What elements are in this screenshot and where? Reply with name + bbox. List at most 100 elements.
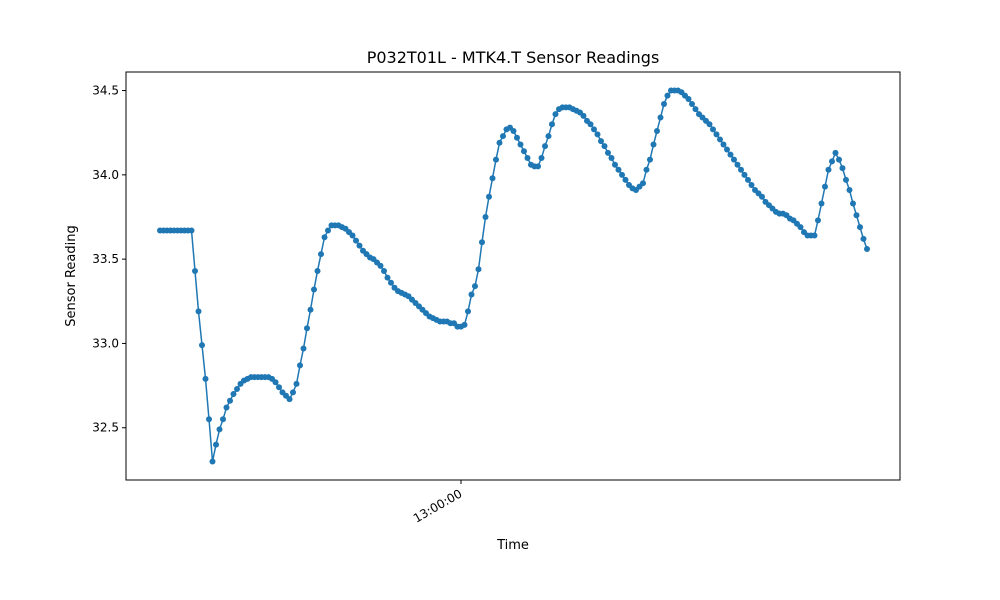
data-point [692, 106, 699, 113]
data-point [517, 141, 524, 148]
data-point [706, 121, 713, 128]
data-point [863, 246, 870, 253]
data-point [475, 266, 482, 273]
data-point [618, 171, 625, 178]
data-point [814, 217, 821, 224]
data-point [748, 181, 755, 188]
data-point [541, 143, 548, 150]
data-point [828, 158, 835, 165]
data-point [832, 149, 839, 156]
data-point [468, 291, 475, 298]
data-point [657, 114, 664, 121]
y-tick-label: 32.5 [92, 421, 119, 435]
data-point [587, 121, 594, 128]
data-point [545, 133, 552, 140]
data-point [730, 156, 737, 163]
data-point [478, 239, 485, 246]
data-point [349, 232, 356, 239]
data-point [601, 143, 608, 150]
data-point [650, 141, 657, 148]
y-tick-label: 34.0 [92, 168, 119, 182]
chart-title: P032T01L - MTK4.T Sensor Readings [367, 48, 660, 67]
data-point [318, 251, 325, 258]
data-point [688, 101, 695, 108]
data-point [293, 380, 300, 387]
data-point [615, 166, 622, 173]
data-point [216, 426, 223, 433]
data-point [356, 242, 363, 249]
data-point [485, 193, 492, 200]
y-tick-label: 33.0 [92, 336, 119, 350]
data-point [471, 283, 478, 290]
data-point [202, 375, 209, 382]
data-point [209, 458, 216, 465]
data-point [604, 149, 611, 156]
data-point [304, 325, 311, 332]
data-point [276, 384, 283, 391]
data-point [387, 279, 394, 286]
data-point [811, 232, 818, 239]
data-point [713, 131, 720, 138]
data-point [723, 146, 730, 153]
data-point [685, 95, 692, 102]
data-point [741, 171, 748, 178]
data-point [727, 151, 734, 158]
data-point [594, 131, 601, 138]
data-point [720, 141, 727, 148]
data-point [860, 235, 867, 242]
data-point [552, 111, 559, 118]
data-point [499, 133, 506, 140]
data-point [758, 193, 765, 200]
data-point [188, 227, 195, 234]
data-point [664, 92, 671, 99]
data-point [300, 345, 307, 352]
data-point [709, 126, 716, 133]
data-point [384, 274, 391, 281]
data-point [377, 262, 384, 269]
data-point [853, 212, 860, 219]
data-point [653, 128, 660, 135]
data-point [580, 112, 587, 119]
data-point [744, 176, 751, 183]
data-point [737, 166, 744, 173]
data-point [842, 176, 849, 183]
data-point [856, 224, 863, 231]
data-point [590, 126, 597, 133]
data-point [482, 213, 489, 220]
data-point [839, 165, 846, 172]
data-point [297, 362, 304, 369]
data-point [524, 154, 531, 161]
y-tick-label: 34.5 [92, 84, 119, 98]
data-point [353, 237, 360, 244]
data-point [818, 200, 825, 207]
data-point [639, 180, 646, 187]
data-point [660, 101, 667, 108]
data-point [849, 200, 856, 207]
data-point [195, 308, 202, 315]
data-point [325, 227, 332, 234]
data-point [223, 404, 230, 411]
data-point [608, 154, 615, 161]
data-point [797, 224, 804, 231]
data-point [206, 416, 213, 423]
data-point [846, 187, 853, 194]
data-point [496, 139, 503, 146]
data-point [286, 396, 293, 403]
data-point [234, 385, 241, 392]
plot-frame [125, 71, 901, 481]
data-point [821, 183, 828, 190]
data-point [213, 441, 220, 448]
data-point [646, 156, 653, 163]
data-point [199, 342, 206, 349]
data-point [534, 163, 541, 170]
y-axis-label: Sensor Reading [64, 225, 79, 326]
x-axis-label: Time [496, 538, 529, 553]
data-point [622, 176, 629, 183]
data-point [464, 308, 471, 315]
data-point [643, 166, 650, 173]
data-point [520, 148, 527, 155]
data-point [290, 389, 297, 396]
data-point [538, 154, 545, 161]
